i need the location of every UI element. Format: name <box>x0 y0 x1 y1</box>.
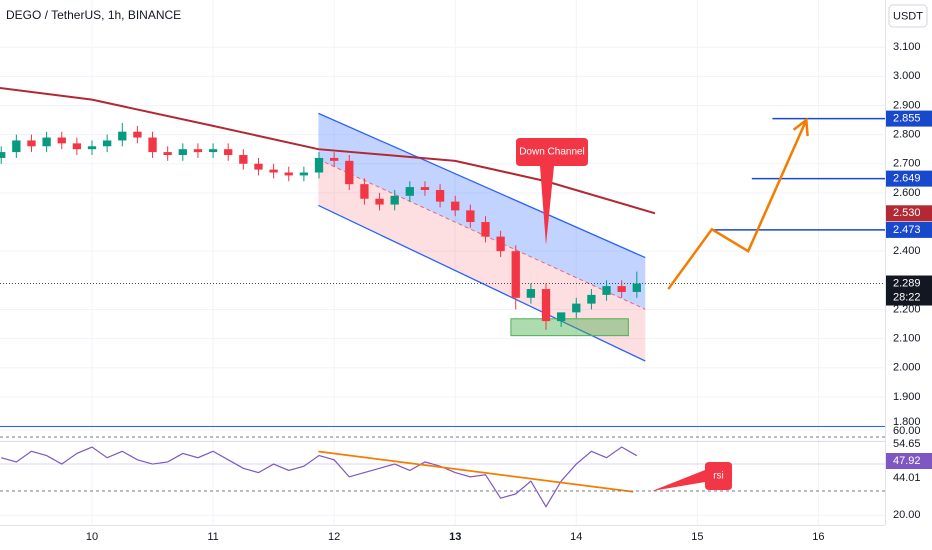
candle-body <box>405 187 414 196</box>
x-tick-label: 12 <box>328 531 340 543</box>
y-tick-label: 2.600 <box>893 187 921 199</box>
channel-lower <box>318 204 646 362</box>
candle-body <box>208 149 218 153</box>
candle-body <box>284 172 293 176</box>
rsi-tick-label: 60.00 <box>893 425 921 437</box>
candle-body <box>390 195 399 205</box>
support-zone <box>510 318 629 337</box>
rsi-tick-label: 20.00 <box>893 509 921 521</box>
candle-body <box>556 312 566 322</box>
candle-body <box>314 157 324 173</box>
channel-mid <box>318 158 646 310</box>
candle-body <box>0 152 6 158</box>
candle-body <box>511 251 520 298</box>
candle-body <box>133 131 142 138</box>
y-tick-label: 3.100 <box>893 41 921 53</box>
callout-text: Down Channel <box>519 147 585 158</box>
current-price-bg <box>886 275 932 306</box>
rsi-label: 47.92 <box>893 455 921 467</box>
candle-body <box>481 222 490 237</box>
x-tick-label: 16 <box>812 531 824 543</box>
y-tick-label: 1.900 <box>893 391 921 403</box>
channel-upper-fill <box>318 113 646 310</box>
currency-label[interactable]: USDT <box>893 10 923 22</box>
rsi-trendline <box>318 450 634 493</box>
candle-body <box>12 140 21 153</box>
candle-body <box>178 149 187 156</box>
projection-arrowhead <box>792 117 809 137</box>
rsi-label-bg <box>886 453 932 469</box>
y-tick-label: 2.100 <box>893 332 921 344</box>
projection <box>667 119 808 290</box>
candle-body <box>72 143 82 150</box>
price-label: 2.473 <box>893 224 921 236</box>
currency-button[interactable] <box>888 4 928 28</box>
countdown: 28:22 <box>893 291 921 303</box>
candle-body <box>329 157 339 161</box>
y-tick-label: 2.200 <box>893 303 921 315</box>
rsi-label: 44.01 <box>893 472 921 484</box>
candle-body <box>148 137 157 153</box>
candle-body <box>193 149 203 153</box>
callout-text: rsi <box>713 471 724 482</box>
y-tick-label: 2.800 <box>893 129 921 141</box>
candle-body <box>602 286 611 295</box>
candle-body <box>224 149 233 156</box>
x-tick-label: 14 <box>570 531 582 543</box>
y-tick-label: 2.000 <box>893 362 921 374</box>
candle-body <box>375 198 384 205</box>
price-label-bg <box>886 170 932 187</box>
rsi-label: 54.65 <box>893 438 921 450</box>
candle-body <box>345 160 354 185</box>
y-tick-label: 3.000 <box>893 70 921 82</box>
x-tick-label: 10 <box>86 531 98 543</box>
candle-body <box>360 184 369 199</box>
y-tick-label: 2.400 <box>893 245 921 257</box>
candle-body <box>102 140 112 147</box>
candle-body <box>57 137 66 144</box>
candle-body <box>435 189 445 202</box>
x-tick-label: 15 <box>691 531 703 543</box>
candle-body <box>466 210 475 223</box>
ma-label: 2.530 <box>893 207 921 219</box>
price-label-bg <box>886 110 932 127</box>
candle-body <box>163 152 172 156</box>
x-tick-label: 11 <box>207 531 218 543</box>
price-label-bg <box>886 221 932 238</box>
ma-label-bg <box>886 205 932 222</box>
channel-lower-fill <box>318 159 646 362</box>
candle-body <box>526 289 536 298</box>
y-tick-label: 2.700 <box>893 158 921 170</box>
callout <box>516 138 588 245</box>
candle-body <box>87 146 97 150</box>
candle-body <box>254 163 263 170</box>
candle-body <box>632 283 641 292</box>
plot: Down Channel rsi <box>0 87 885 508</box>
candle-body <box>118 131 127 141</box>
candle-body <box>587 294 596 304</box>
y-tick-label: 2.900 <box>893 99 921 111</box>
candle-body <box>269 169 278 173</box>
candle-body <box>541 289 551 322</box>
candle-body <box>27 140 36 147</box>
candle-body <box>572 303 581 313</box>
candle-body <box>451 201 460 211</box>
axis: 3.100 3.000 2.900 2.800 2.700 2.600 2.400 2.200… <box>86 41 932 543</box>
callout <box>652 462 732 491</box>
candle-body <box>42 137 51 147</box>
candle-body <box>496 236 505 252</box>
candle-body <box>299 172 309 176</box>
current-price: 2.289 <box>893 277 921 289</box>
rsi-line <box>1 446 638 508</box>
price-label: 2.649 <box>893 173 921 185</box>
x-tick-label: 13 <box>449 531 461 543</box>
candle-body <box>239 155 248 164</box>
candle-body <box>420 187 430 190</box>
y-tick-label: 1.800 <box>893 416 921 428</box>
candle-body <box>617 286 626 292</box>
channel-upper <box>318 112 646 259</box>
chart-title: DEGO / TetherUS, 1h, BINANCE <box>6 8 181 22</box>
price-label: 2.855 <box>893 112 921 124</box>
